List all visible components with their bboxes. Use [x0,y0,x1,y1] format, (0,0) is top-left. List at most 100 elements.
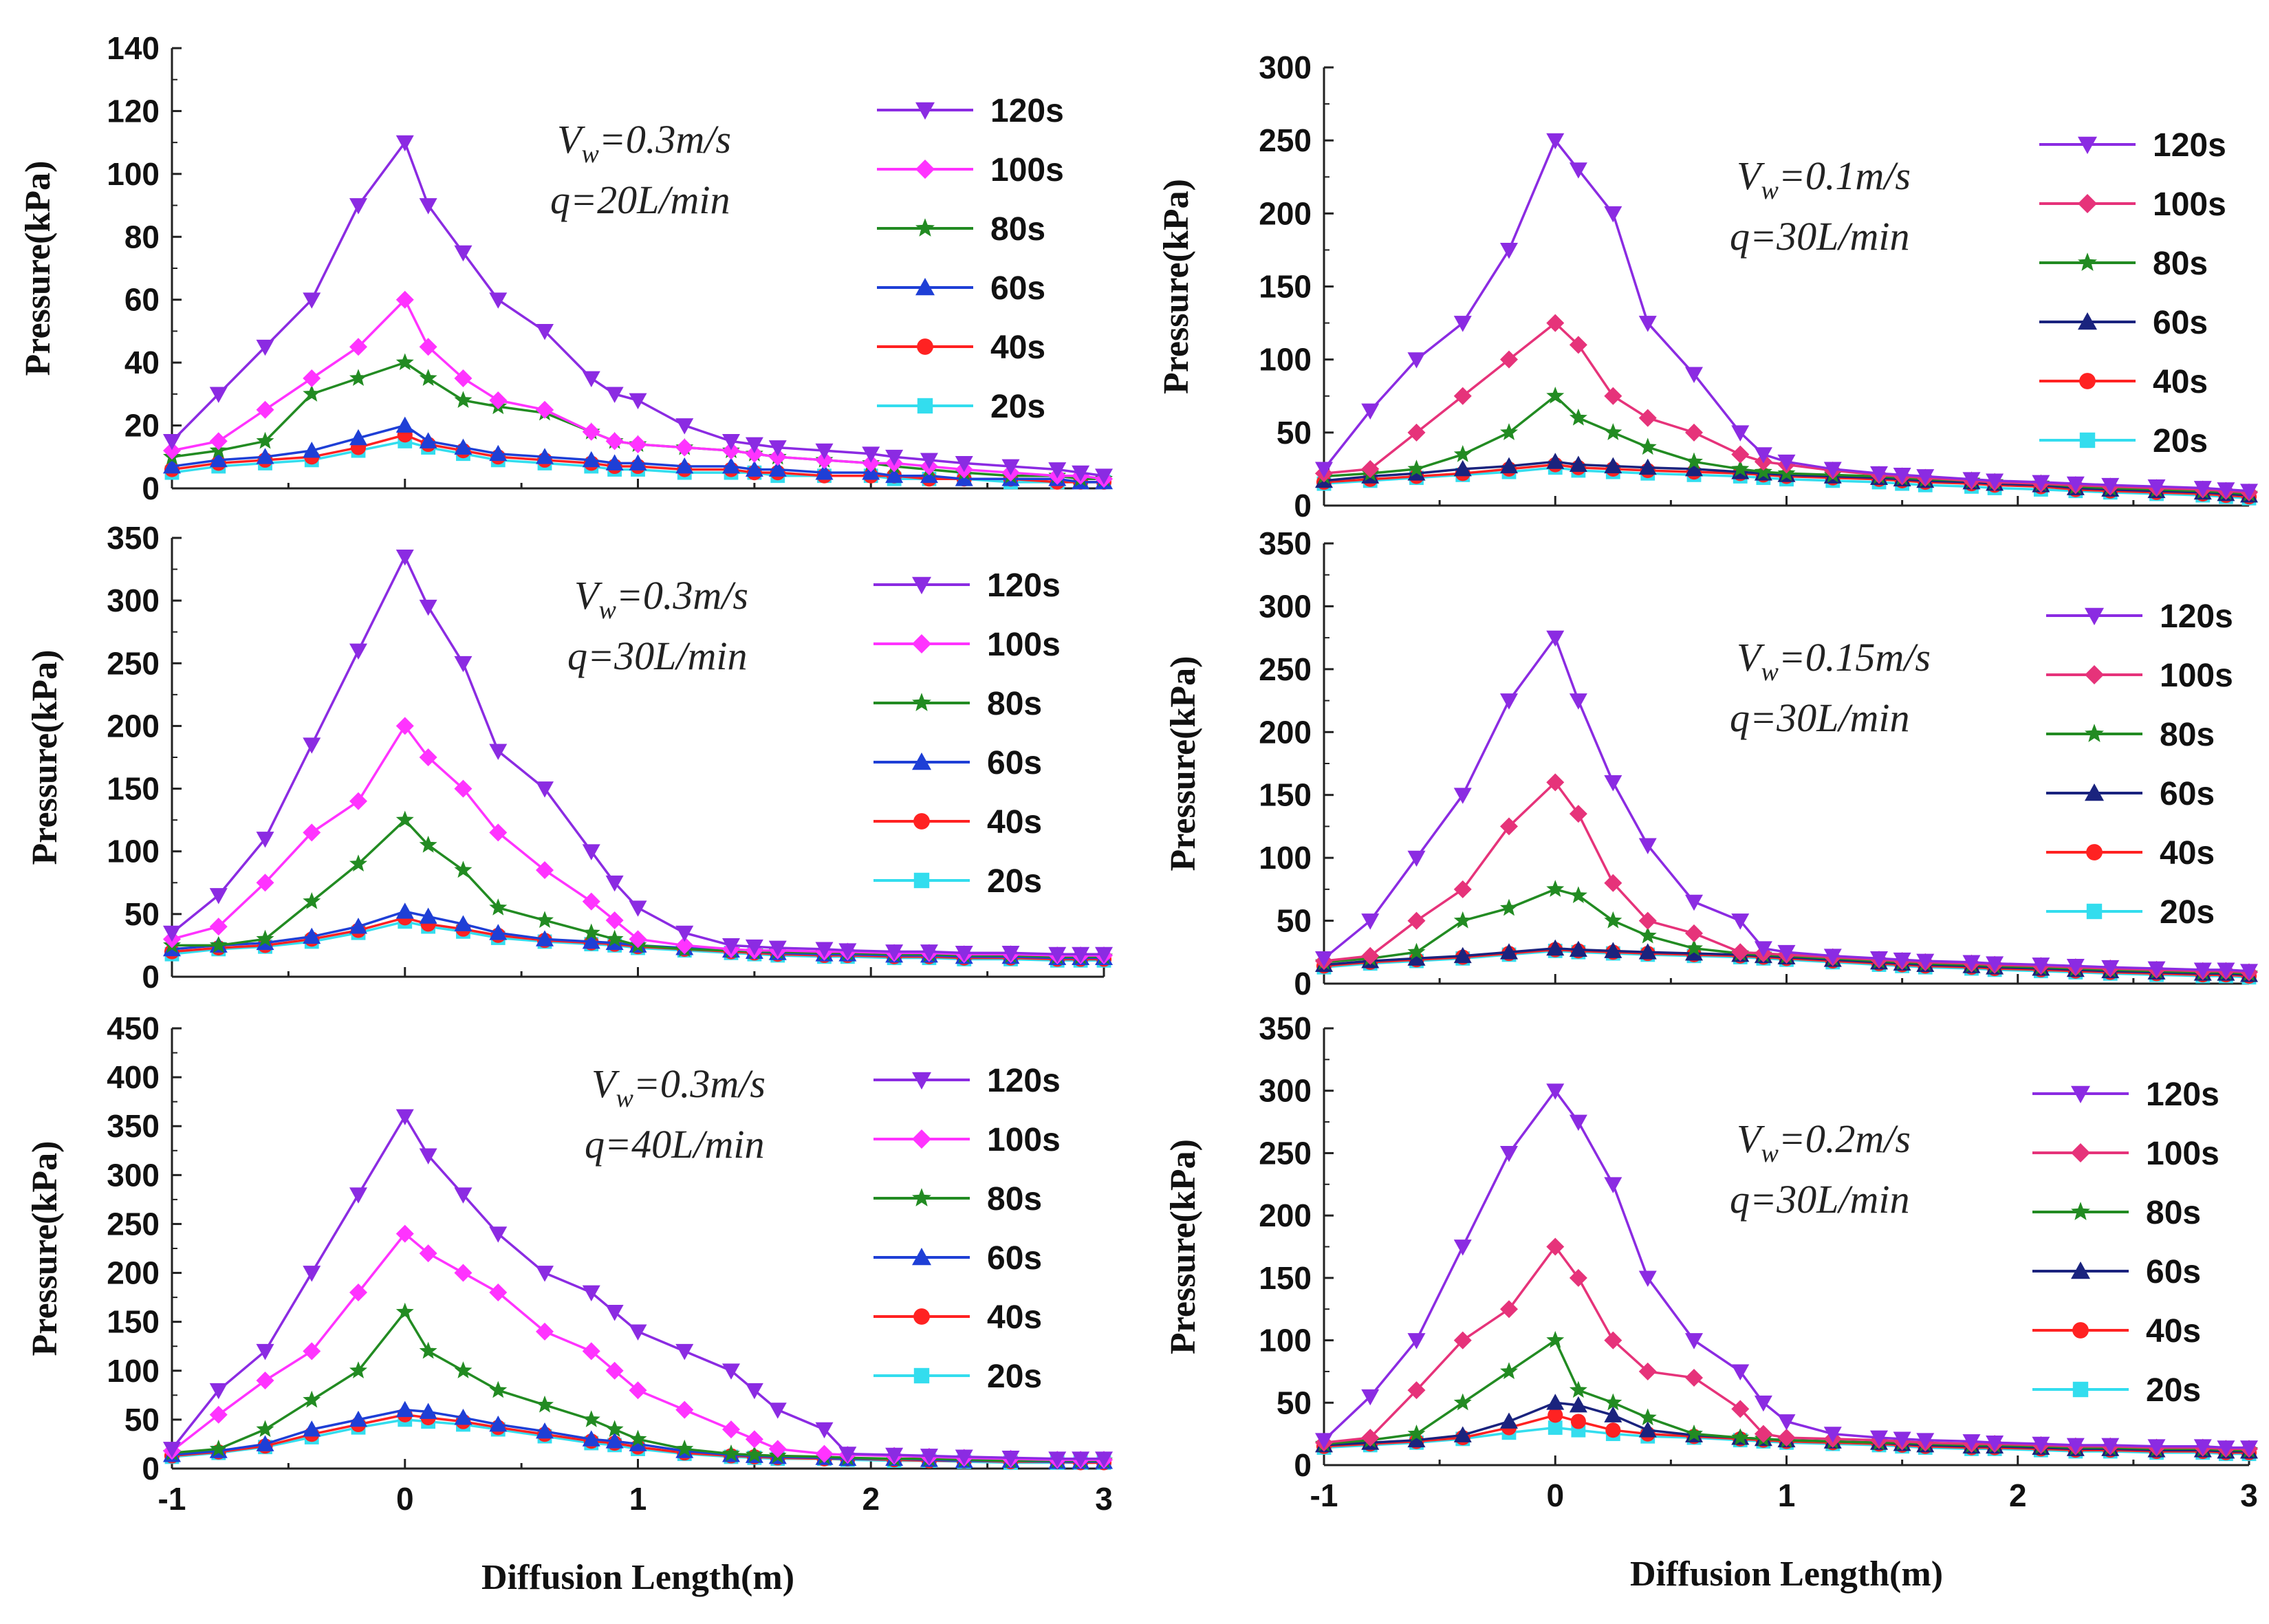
y-axis-label: Pressure(kPa) [25,1141,65,1356]
legend-label-40s: 40s [987,804,1042,841]
data-point [1546,1083,1565,1100]
data-point [768,940,787,957]
data-point [209,387,228,403]
data-point [885,1447,904,1464]
y-tick-label: 400 [107,1059,160,1095]
legend-label-60s: 60s [2153,305,2208,341]
data-point [1604,1393,1622,1411]
data-point [489,1381,508,1398]
data-point [1685,1369,1703,1387]
data-point [629,435,647,453]
legend-marker-40s [913,813,930,830]
data-point [675,1439,694,1457]
legend-label-100s: 100s [990,152,1064,188]
data-point [395,353,414,371]
data-point [1407,423,1426,442]
y-tick-label: 450 [107,1010,160,1046]
annotation-flow-rate: q=30L/min [1730,1177,1910,1222]
data-point [2217,1440,2235,1457]
data-point [1731,445,1750,464]
data-point [1754,447,1772,464]
data-point [256,339,274,356]
data-point [745,1445,763,1463]
data-point [1962,472,1981,488]
y-axis-label: Pressure(kPa) [19,161,58,376]
data-point [209,935,228,953]
data-point [1546,387,1565,404]
data-point [1361,946,1380,965]
data-point [536,1395,554,1413]
data-point [209,1383,228,1400]
data-point [582,844,600,860]
data-point [256,1435,274,1451]
y-tick-label: 300 [107,1157,160,1193]
data-point [303,891,321,909]
data-point [1638,926,1657,944]
y-tick-label: 300 [107,583,160,618]
data-point [1604,911,1622,929]
data-point [1500,1300,1518,1319]
data-point [209,1405,228,1424]
data-point [1453,387,1472,405]
data-point [1361,1429,1380,1447]
data-point [454,1409,473,1425]
data-point [605,1305,624,1321]
data-point [489,823,508,842]
legend-marker-60s [2071,1262,2090,1279]
y-tick-label: 100 [1259,1323,1312,1358]
y-tick-label: 40 [124,345,160,380]
data-point [1777,1414,1796,1431]
data-point [303,927,321,944]
data-point [629,454,647,470]
data-point [1569,336,1587,354]
legend: 120s 100s 80s 60s 40s 20s [2039,127,2226,459]
legend-marker-120s [912,1072,931,1090]
data-point [2066,959,2085,975]
legend-marker-60s [912,1248,931,1266]
data-point [303,442,321,458]
y-axis-label: Pressure(kPa) [1157,179,1196,394]
data-point [1407,459,1426,477]
data-point [489,292,508,309]
data-point [489,444,508,462]
data-point [395,1400,414,1418]
data-point [1569,940,1587,957]
legend-label-40s: 40s [2146,1313,2201,1350]
data-point [1072,946,1090,964]
data-point [536,911,554,929]
y-tick-label: 350 [1259,1010,1312,1046]
legend-label-20s: 20s [2153,423,2208,459]
x-tick-label: 2 [862,1481,880,1517]
legend-marker-60s [2085,783,2104,801]
data-point [1731,1400,1750,1418]
chart-panel-2: 0 50 100 150 200 250 300 Pressure(kPa) 120s 100s 8… [1157,50,2258,523]
legend-marker-40s [917,338,933,355]
data-point [1500,693,1518,710]
annotation-velocity: Vw=0.3m/s [574,573,748,625]
legend-label-40s: 40s [2153,364,2208,400]
data-point [395,1109,414,1125]
data-point [1546,939,1565,956]
data-point [1095,946,1113,964]
legend-label-100s: 100s [987,1122,1061,1158]
y-tick-label: 150 [107,1304,160,1340]
data-point [1001,1450,1020,1467]
y-tick-label: 200 [1259,195,1312,231]
data-point [256,400,274,419]
data-point [1546,773,1565,792]
data-point [2240,964,2258,980]
series-line-120s [171,554,1104,955]
data-point [2101,1438,2120,1454]
data-point [1604,457,1622,474]
data-point [1453,459,1472,477]
data-point [1893,952,1911,969]
legend-marker-80s [912,1188,931,1206]
annotation-velocity: Vw=0.15m/s [1737,635,1931,686]
data-point [1893,468,1911,484]
data-point [605,432,624,451]
data-point [629,900,647,917]
data-point [454,369,473,387]
legend-label-20s: 20s [987,1358,1042,1395]
data-point [395,549,414,566]
